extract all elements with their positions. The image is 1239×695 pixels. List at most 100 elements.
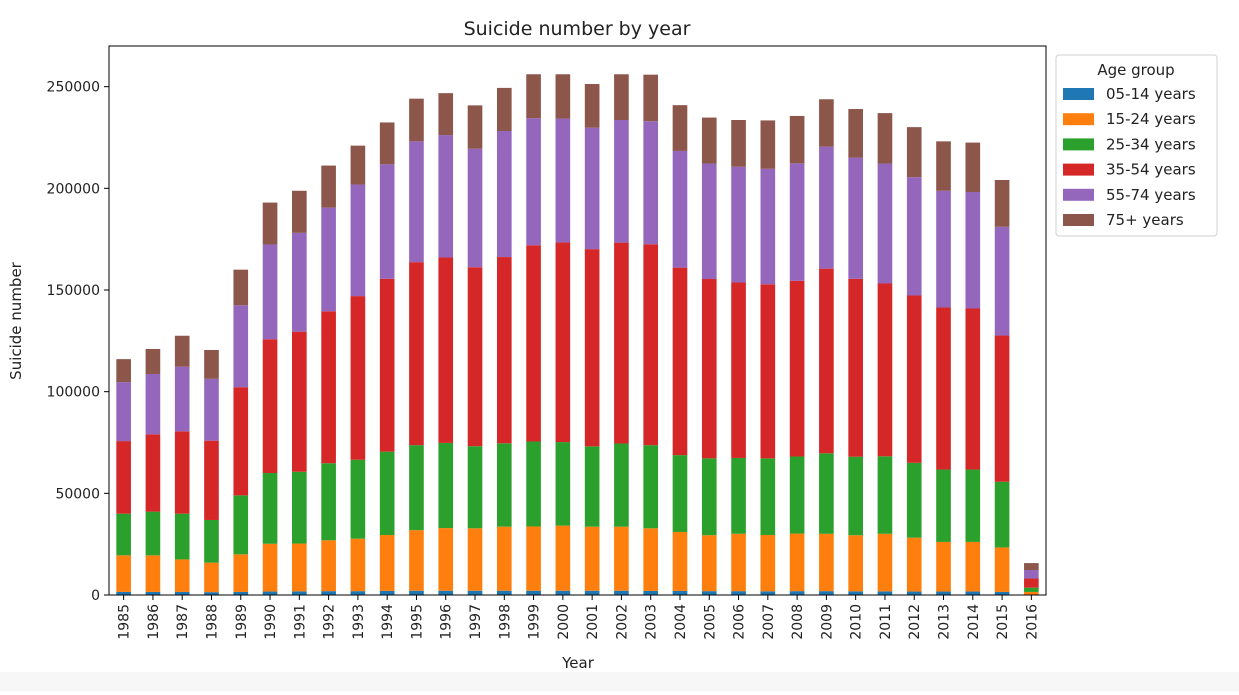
bar-segment-2010-s2 [848, 457, 863, 535]
bar-segment-2011-s1 [878, 534, 893, 592]
bar-segment-1992-s3 [321, 311, 336, 463]
bar-segment-1999-s1 [526, 526, 541, 590]
bar-segment-2012-s2 [907, 463, 922, 538]
legend-swatch [1063, 189, 1094, 201]
legend-label: 15-24 years [1106, 110, 1196, 128]
bar-segment-2013-s3 [936, 307, 951, 469]
bar-segment-2013-s5 [936, 141, 951, 190]
bar-segment-2010-s4 [848, 158, 863, 279]
bar-segment-1999-s2 [526, 441, 541, 526]
bar-segment-2014-s5 [965, 143, 980, 192]
bar-segment-2003-s2 [643, 445, 658, 528]
bar-segment-2007-s1 [761, 535, 776, 591]
bar-segment-2010-s5 [848, 109, 863, 158]
x-tick-label: 1991 [292, 604, 308, 640]
legend-title: Age group [1097, 61, 1174, 79]
bar-segment-2011-s2 [878, 456, 893, 533]
bar-segment-1989-s5 [233, 270, 248, 306]
chart-title: Suicide number by year [464, 18, 691, 40]
bar-segment-2003-s3 [643, 244, 658, 445]
bar-segment-2006-s5 [731, 120, 746, 167]
bar-segment-2012-s5 [907, 127, 922, 177]
bar-segment-2009-s5 [819, 99, 834, 146]
x-tick-label: 2002 [614, 604, 630, 640]
bar-segment-1996-s0 [438, 591, 453, 595]
bar-segment-1997-s0 [468, 591, 483, 595]
legend-swatch [1063, 138, 1094, 150]
bar-segment-1994-s2 [380, 452, 395, 535]
bar-segment-2005-s0 [702, 591, 717, 595]
bar-segment-2006-s3 [731, 282, 746, 457]
bar-segment-1991-s4 [292, 233, 307, 332]
legend-swatch [1063, 214, 1094, 226]
bar-segment-1993-s5 [351, 146, 366, 185]
bar-segment-2002-s3 [614, 243, 629, 444]
bar-segment-2011-s5 [878, 113, 893, 163]
bar-segment-1989-s3 [233, 387, 248, 495]
bar-segment-2011-s3 [878, 283, 893, 456]
bar-segment-2000-s2 [556, 442, 571, 526]
bar-segment-1997-s1 [468, 528, 483, 590]
legend-label: 05-14 years [1106, 85, 1196, 103]
bar-segment-2003-s4 [643, 121, 658, 244]
x-tick-label: 2006 [732, 604, 748, 640]
bar-segment-1986-s5 [146, 349, 161, 374]
legend-swatch [1063, 113, 1094, 125]
bar-segment-2004-s3 [673, 268, 688, 455]
bar-segment-1997-s5 [468, 105, 483, 148]
bar-segment-1985-s1 [116, 555, 131, 592]
bar-segment-1994-s4 [380, 164, 395, 278]
bar-segment-2016-s1 [1024, 592, 1039, 595]
bar-segment-2002-s5 [614, 74, 629, 120]
x-tick-label: 2001 [585, 604, 601, 640]
bar-segment-2006-s4 [731, 167, 746, 283]
bar-segment-2003-s1 [643, 528, 658, 591]
bar-segment-1991-s5 [292, 191, 307, 233]
bar-segment-2008-s5 [790, 116, 805, 163]
bar-segment-1985-s2 [116, 514, 131, 556]
bar-segment-2001-s0 [585, 591, 600, 595]
x-tick-label: 2003 [644, 604, 660, 640]
y-tick-label: 100000 [47, 385, 100, 401]
bar-segment-1991-s3 [292, 332, 307, 472]
bar-segment-1994-s1 [380, 535, 395, 591]
bar-segment-1987-s4 [175, 367, 190, 432]
plot-frame [109, 46, 1046, 595]
x-tick-label: 2013 [937, 604, 953, 640]
bar-segment-2005-s1 [702, 535, 717, 591]
bar-segment-2014-s2 [965, 470, 980, 542]
bar-segment-1992-s4 [321, 208, 336, 312]
y-tick-label: 200000 [47, 181, 100, 197]
bar-segment-1994-s5 [380, 122, 395, 164]
bar-segment-2010-s1 [848, 535, 863, 591]
x-axis-label: Year [561, 654, 595, 672]
x-tick-label: 1988 [204, 604, 220, 640]
x-tick-label: 1989 [234, 604, 250, 640]
bar-segment-2014-s1 [965, 542, 980, 592]
bar-segment-2000-s5 [556, 74, 571, 118]
bar-segment-2015-s5 [995, 180, 1010, 227]
bar-segment-2009-s4 [819, 147, 834, 269]
bar-segment-2000-s1 [556, 526, 571, 591]
bar-segment-1996-s3 [438, 257, 453, 442]
x-tick-label: 1998 [497, 604, 513, 640]
bar-segment-1999-s5 [526, 74, 541, 118]
bar-segment-2007-s3 [761, 284, 776, 458]
bar-segment-2008-s2 [790, 457, 805, 534]
bar-segment-1985-s4 [116, 382, 131, 441]
x-tick-label: 1993 [351, 604, 367, 640]
bar-segment-2015-s1 [995, 547, 1010, 592]
bar-segment-1992-s1 [321, 540, 336, 591]
bar-segment-2008-s3 [790, 281, 805, 457]
bar-segment-2008-s0 [790, 591, 805, 595]
bar-segment-1988-s5 [204, 350, 219, 379]
bar-segment-1995-s1 [409, 530, 424, 591]
bar-segment-1991-s1 [292, 544, 307, 592]
bar-segment-1989-s2 [233, 495, 248, 554]
bar-segment-1990-s5 [263, 203, 278, 245]
bar-segment-2006-s0 [731, 591, 746, 595]
bar-segment-1998-s2 [497, 443, 512, 526]
